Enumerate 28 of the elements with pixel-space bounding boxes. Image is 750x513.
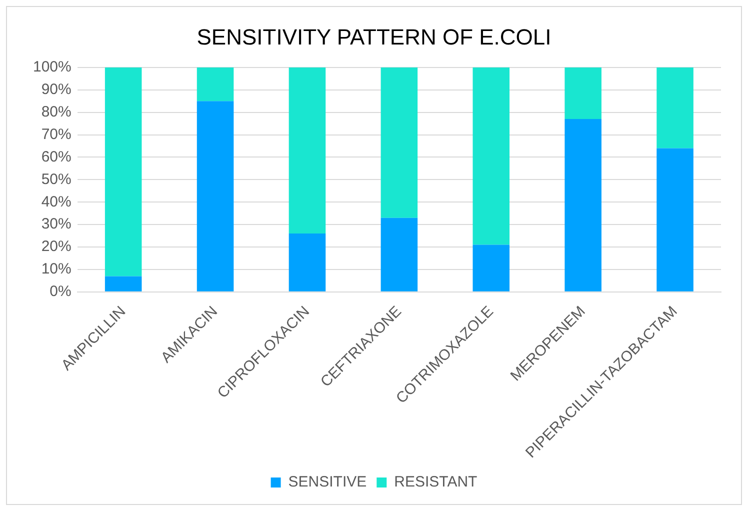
y-tick-label: 50% [41,170,72,188]
y-tick-label: 80% [41,103,72,120]
y-tick-label: 0% [50,283,72,300]
y-tick-label: 70% [41,126,72,143]
bar [656,148,694,292]
legend-label: SENSITIVE [288,474,367,491]
y-tick-label: 40% [41,193,72,210]
chart-title: SENSITIVITY PATTERN OF E.COLI [196,24,552,50]
bar [380,218,418,292]
legend-label: RESISTANT [394,474,478,491]
bar [104,276,142,292]
y-tick-label: 100% [32,58,72,76]
bar [104,67,142,276]
y-tick-label: 90% [41,80,72,98]
bar [564,119,602,292]
bar [288,67,326,234]
bar [564,67,602,120]
y-tick-label: 30% [41,216,72,233]
bar [196,101,234,292]
bar [472,244,510,292]
y-tick-label: 20% [41,238,72,256]
bar [656,67,694,148]
bar [196,67,234,102]
bar [380,67,418,218]
y-tick-label: 10% [41,260,72,278]
y-tick-label: 60% [41,148,72,166]
bar [472,67,510,245]
bar [288,234,326,292]
